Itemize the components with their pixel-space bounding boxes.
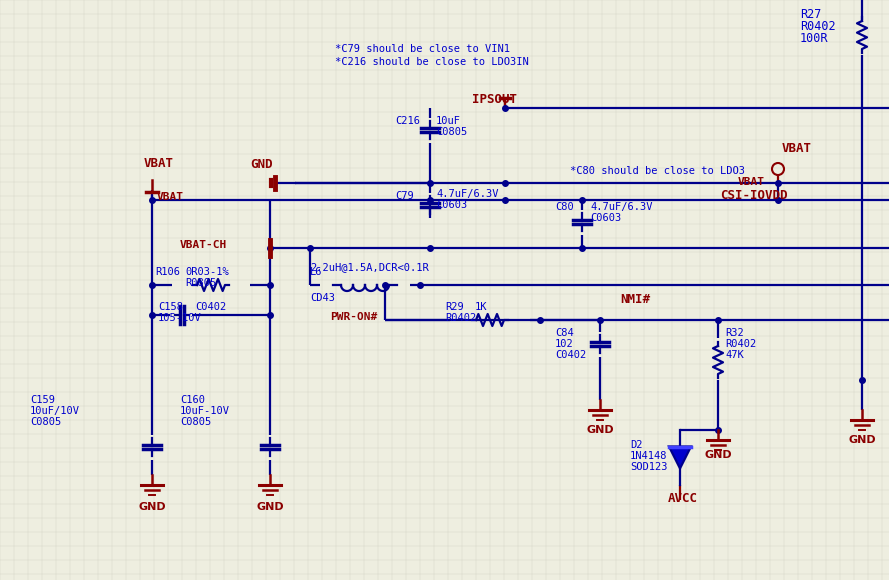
Text: SOD123: SOD123 bbox=[630, 462, 668, 472]
Text: C160: C160 bbox=[180, 395, 205, 405]
Text: C0402: C0402 bbox=[555, 350, 586, 360]
Text: C0805: C0805 bbox=[30, 417, 61, 427]
Text: IPSOUT: IPSOUT bbox=[472, 93, 517, 106]
Text: C216: C216 bbox=[395, 116, 420, 126]
Text: C0805: C0805 bbox=[180, 417, 212, 427]
Text: *C80 should be close to LDO3: *C80 should be close to LDO3 bbox=[570, 166, 745, 176]
Polygon shape bbox=[669, 447, 691, 469]
Text: D2: D2 bbox=[630, 440, 643, 450]
Text: 10uF: 10uF bbox=[436, 116, 461, 126]
Text: CD43: CD43 bbox=[310, 293, 335, 303]
Text: R29: R29 bbox=[445, 302, 464, 312]
Text: 4.7uF/6.3V: 4.7uF/6.3V bbox=[590, 202, 653, 212]
Text: GND: GND bbox=[586, 425, 613, 435]
Text: C0805: C0805 bbox=[436, 127, 468, 137]
Text: GND: GND bbox=[848, 435, 876, 445]
Text: R0402: R0402 bbox=[725, 339, 757, 349]
Text: C0603: C0603 bbox=[590, 213, 621, 223]
Text: C159: C159 bbox=[30, 395, 55, 405]
Text: C80: C80 bbox=[555, 202, 573, 212]
Text: 10uF-10V: 10uF-10V bbox=[180, 406, 230, 416]
Text: R27: R27 bbox=[800, 8, 821, 21]
Text: L6: L6 bbox=[310, 267, 323, 277]
Text: R0805: R0805 bbox=[185, 278, 216, 288]
Text: VBAT: VBAT bbox=[738, 177, 765, 187]
Text: C84: C84 bbox=[555, 328, 573, 338]
Text: 47K: 47K bbox=[725, 350, 744, 360]
Text: GND: GND bbox=[250, 158, 273, 171]
Text: R106: R106 bbox=[155, 267, 180, 277]
Text: 10uF/10V: 10uF/10V bbox=[30, 406, 80, 416]
Text: 102: 102 bbox=[555, 339, 573, 349]
Text: VBAT: VBAT bbox=[144, 157, 174, 170]
Text: VBAT-CH: VBAT-CH bbox=[180, 240, 228, 250]
Text: 105-10V: 105-10V bbox=[158, 313, 202, 323]
Text: NMI#: NMI# bbox=[620, 293, 650, 306]
Text: VBAT: VBAT bbox=[782, 142, 812, 155]
Text: 1N4148: 1N4148 bbox=[630, 451, 668, 461]
Text: 0R03-1%: 0R03-1% bbox=[185, 267, 228, 277]
Text: R0402: R0402 bbox=[445, 313, 477, 323]
Text: GND: GND bbox=[704, 450, 732, 460]
Text: C158: C158 bbox=[158, 302, 183, 312]
Text: R32: R32 bbox=[725, 328, 744, 338]
Text: C79: C79 bbox=[395, 191, 413, 201]
Text: PWR-ON#: PWR-ON# bbox=[330, 312, 377, 322]
Text: *C216 should be close to LDO3IN: *C216 should be close to LDO3IN bbox=[335, 57, 529, 67]
Text: AVCC: AVCC bbox=[668, 492, 698, 505]
Text: VBAT: VBAT bbox=[157, 192, 184, 202]
Text: 1K: 1K bbox=[475, 302, 487, 312]
Text: R0402: R0402 bbox=[800, 20, 836, 33]
Text: GND: GND bbox=[256, 502, 284, 512]
Text: C0603: C0603 bbox=[436, 200, 468, 210]
Text: GND: GND bbox=[138, 502, 166, 512]
Text: *C79 should be close to VIN1: *C79 should be close to VIN1 bbox=[335, 44, 510, 54]
Text: CSI-IOVDD: CSI-IOVDD bbox=[720, 189, 788, 202]
Text: 100R: 100R bbox=[800, 32, 829, 45]
Text: 2.2uH@1.5A,DCR<0.1R: 2.2uH@1.5A,DCR<0.1R bbox=[310, 262, 428, 272]
Text: 4.7uF/6.3V: 4.7uF/6.3V bbox=[436, 189, 499, 199]
Text: C0402: C0402 bbox=[195, 302, 226, 312]
